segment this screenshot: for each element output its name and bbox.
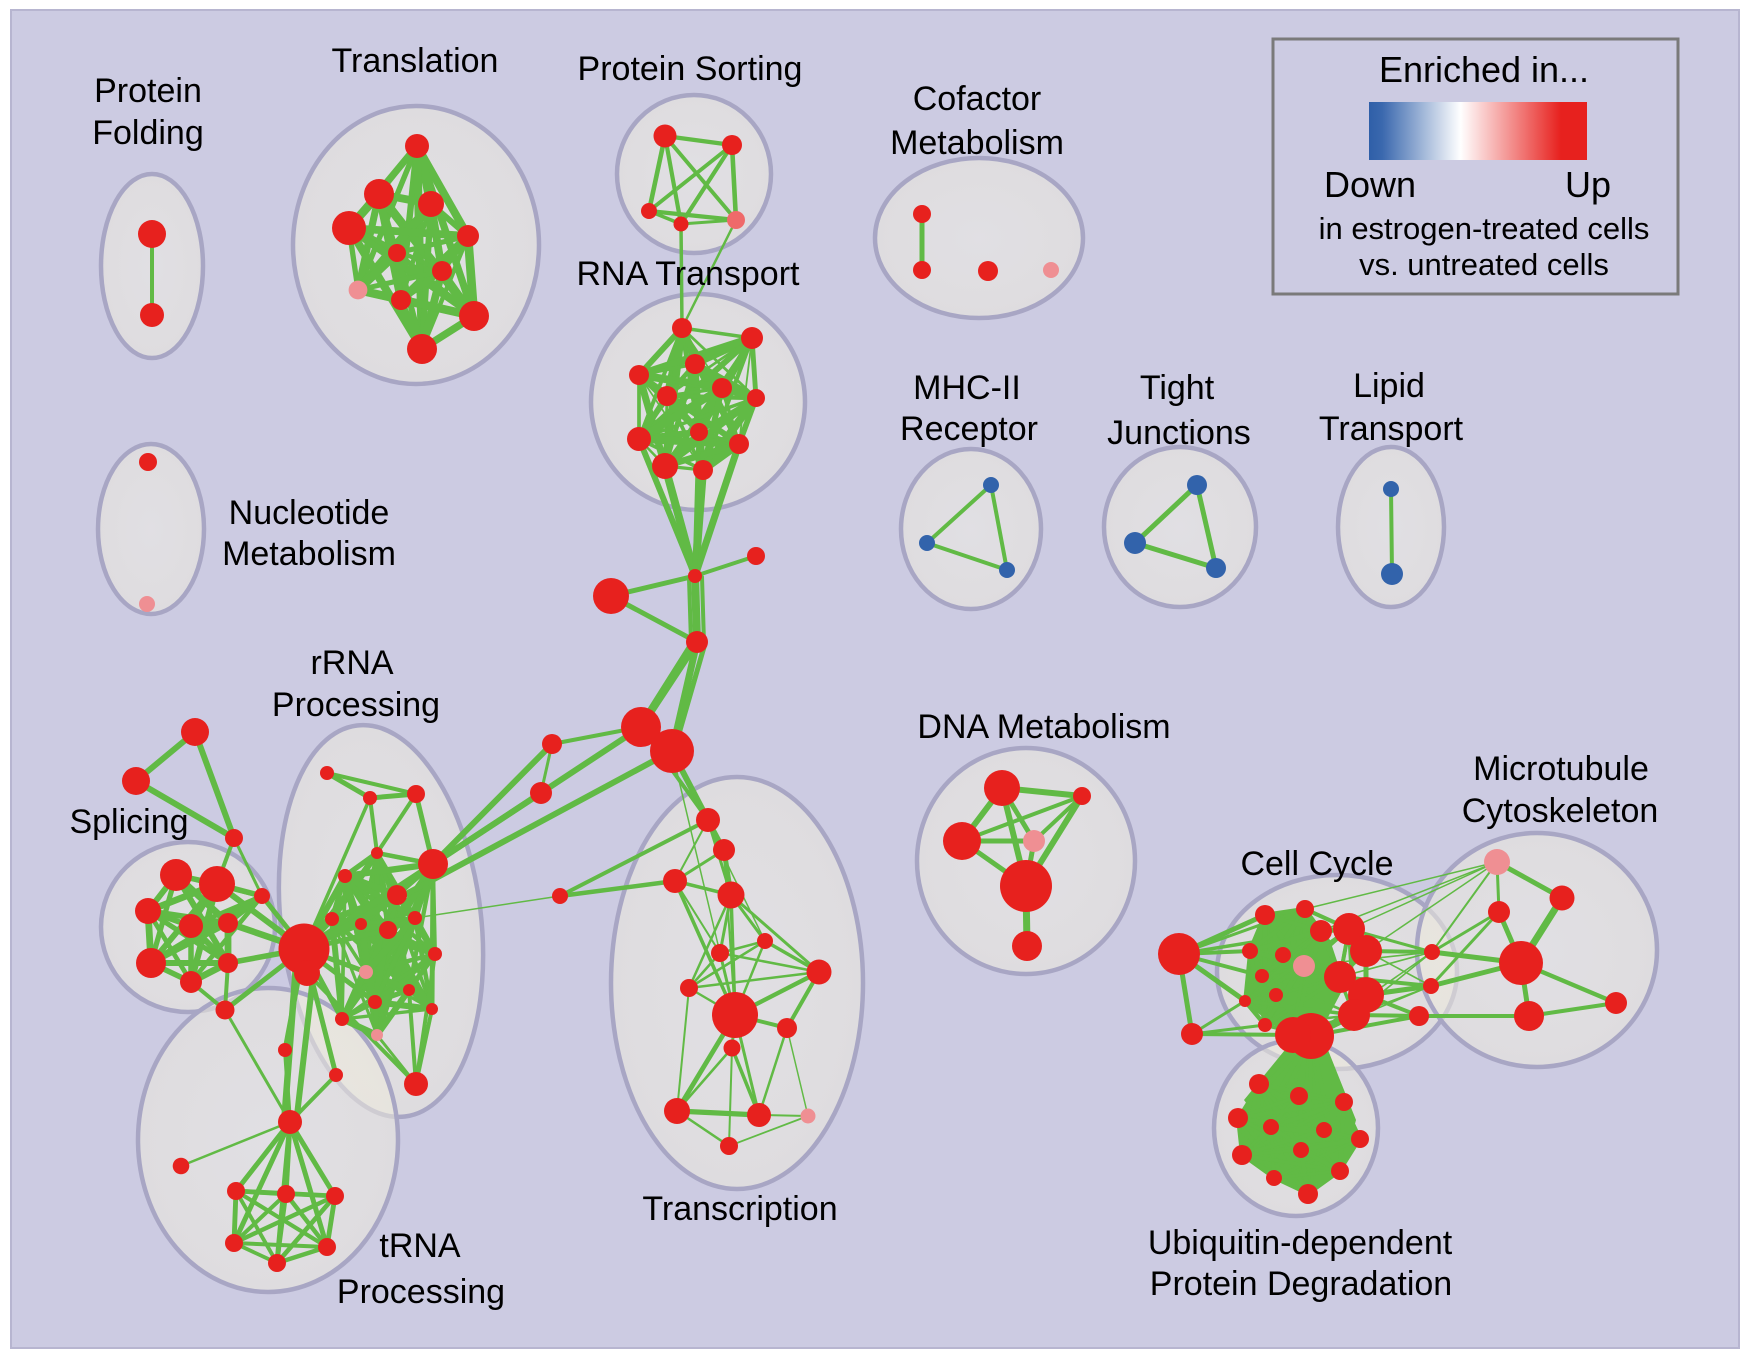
svg-text:Protein Degradation: Protein Degradation: [1150, 1265, 1452, 1303]
svg-text:Translation: Translation: [332, 42, 499, 80]
svg-text:Protein: Protein: [94, 72, 202, 110]
svg-text:vs. untreated cells: vs. untreated cells: [1359, 247, 1609, 282]
svg-text:Splicing: Splicing: [69, 803, 188, 841]
svg-text:Metabolism: Metabolism: [890, 124, 1064, 162]
svg-text:Transport: Transport: [1319, 410, 1464, 448]
svg-text:Transcription: Transcription: [642, 1190, 837, 1228]
svg-text:Microtubule: Microtubule: [1473, 750, 1649, 788]
svg-text:Protein Sorting: Protein Sorting: [578, 50, 803, 88]
svg-text:Processing: Processing: [337, 1273, 505, 1311]
svg-text:rRNA: rRNA: [310, 644, 393, 682]
svg-text:in estrogen-treated cells: in estrogen-treated cells: [1319, 211, 1650, 246]
svg-text:Ubiquitin-dependent: Ubiquitin-dependent: [1148, 1224, 1453, 1262]
svg-text:DNA Metabolism: DNA Metabolism: [917, 708, 1170, 746]
svg-text:tRNA: tRNA: [379, 1227, 461, 1265]
svg-text:Lipid: Lipid: [1353, 367, 1425, 405]
svg-text:Metabolism: Metabolism: [222, 535, 396, 573]
svg-text:Down: Down: [1324, 164, 1416, 205]
svg-text:Cytoskeleton: Cytoskeleton: [1462, 792, 1659, 830]
svg-text:Up: Up: [1565, 164, 1611, 205]
svg-text:RNA Transport: RNA Transport: [577, 255, 801, 293]
svg-text:Cofactor: Cofactor: [913, 80, 1042, 118]
svg-text:Receptor: Receptor: [900, 410, 1038, 448]
svg-text:Processing: Processing: [272, 686, 440, 724]
svg-text:Folding: Folding: [92, 114, 204, 152]
svg-text:Enriched in...: Enriched in...: [1379, 49, 1589, 90]
svg-text:MHC-II: MHC-II: [913, 369, 1021, 407]
svg-text:Tight: Tight: [1140, 369, 1215, 407]
svg-text:Nucleotide: Nucleotide: [229, 494, 390, 532]
svg-text:Cell Cycle: Cell Cycle: [1240, 845, 1393, 883]
svg-text:Junctions: Junctions: [1107, 414, 1251, 452]
